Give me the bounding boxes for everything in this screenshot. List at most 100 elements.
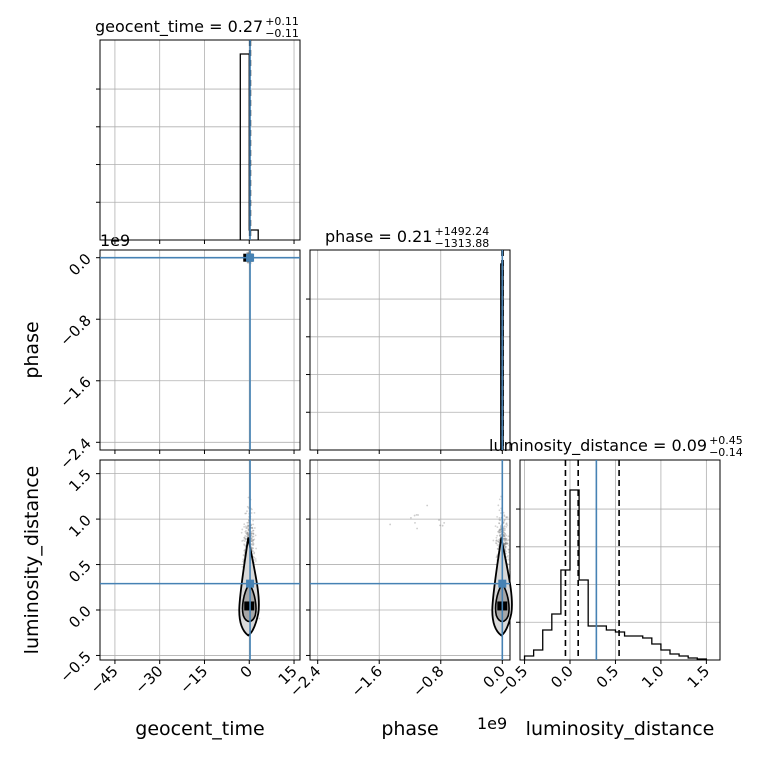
phase-vs-luminosity-distance-sample-point <box>495 542 498 545</box>
phase-vs-luminosity-distance-sample-point <box>507 551 510 554</box>
phase-vs-luminosity-distance-sample-point <box>496 515 499 518</box>
geocent-time-vs-luminosity-distance-sample-point <box>242 554 245 556</box>
phase-vs-luminosity-distance-sample-point <box>505 534 508 537</box>
phase-vs-luminosity-distance-sample-point <box>503 544 506 547</box>
phase-vs-luminosity-distance-sample-point <box>504 535 506 538</box>
geocent-time-vs-luminosity-distance-sample-point <box>244 538 247 540</box>
phase-vs-luminosity-distance-sample-point <box>495 556 498 559</box>
phase-vs-luminosity-distance-sample-point <box>507 548 510 551</box>
phase-vs-luminosity-distance-sample-point <box>502 535 505 537</box>
phase-vs-luminosity-distance-sample-point <box>506 539 508 542</box>
luminosity-distance-hist-xtick-label-4: 1.5 <box>684 662 714 692</box>
geocent-time-vs-luminosity-distance-sample-point <box>250 530 253 533</box>
geocent-time-vs-luminosity-distance-sample-point <box>251 547 254 550</box>
plot-layer: −45 −30 −15 0 15−2.4 −1.6 −0.8 0.0−0.5 0.0 0.5 1.0… <box>56 39 721 701</box>
geocent-time-vs-luminosity-distance-sample-point <box>252 539 255 541</box>
phase-vs-luminosity-distance-sample-point <box>505 550 507 553</box>
geocent-time-vs-luminosity-distance-sample-point <box>250 540 253 543</box>
panel-phase-hist-frame <box>309 249 511 451</box>
phase-vs-luminosity-distance-sample-point <box>498 528 501 531</box>
phase-vs-luminosity-distance-sample-point <box>503 540 506 543</box>
phase-vs-luminosity-distance-sample-point <box>499 531 501 534</box>
geocent-time-vs-luminosity-distance-sample-point <box>246 510 248 513</box>
geocent-time-vs-luminosity-distance-ytick-label-3: 1.0 <box>65 511 95 541</box>
phase-vs-luminosity-distance-sample-point <box>503 531 506 534</box>
phase-vs-luminosity-distance-sample-point <box>502 537 505 540</box>
geocent-time-vs-luminosity-distance-sample-point <box>247 529 250 532</box>
title-luminosity-distance-sup: +0.45 <box>709 434 743 447</box>
geocent-time-vs-luminosity-distance-sample-point <box>252 547 255 550</box>
phase-vs-luminosity-distance-sample-point <box>492 539 495 542</box>
phase-vs-luminosity-distance-sample-point <box>506 542 509 545</box>
geocent-time-vs-luminosity-distance-sample-point <box>246 531 249 534</box>
title-geocent-time: geocent_time = 0.27 <box>95 17 263 37</box>
geocent-time-vs-luminosity-distance-ytick-label-0: −0.5 <box>56 648 94 686</box>
phase-vs-luminosity-distance-sample-point <box>505 542 508 545</box>
phase-vs-luminosity-distance-sample-point <box>506 543 508 545</box>
phase-vs-luminosity-distance-sample-point <box>508 558 510 561</box>
geocent-time-vs-luminosity-distance-sample-point <box>243 536 246 539</box>
geocent-time-vs-luminosity-distance-sample-point <box>251 532 253 535</box>
geocent-time-vs-luminosity-distance-sample-point <box>247 533 250 536</box>
geocent-time-vs-luminosity-distance-sample-point <box>250 540 253 543</box>
title-phase: phase = 0.21 <box>325 227 432 246</box>
geocent-time-vs-phase-ytick-label-3: 0.0 <box>65 250 95 280</box>
phase-vs-luminosity-distance-sample-point <box>498 534 501 537</box>
phase-vs-luminosity-distance-sample-point <box>417 514 419 516</box>
phase-vs-luminosity-distance-sample-point <box>410 516 412 519</box>
phase-vs-luminosity-distance-sample-point <box>508 557 511 559</box>
geocent-time-vs-luminosity-distance-sample-point <box>242 558 245 561</box>
title-luminosity-distance: luminosity_distance = 0.09 <box>489 436 707 456</box>
panel-phase-vs-luminosity-distance-frame <box>309 459 511 661</box>
geocent-time-vs-phase-truth-marker <box>246 253 255 262</box>
phase-vs-luminosity-distance-sample-point <box>507 548 510 551</box>
geocent-time-vs-luminosity-distance-sample-point <box>242 560 244 563</box>
geocent-time-vs-luminosity-distance-sample-point <box>253 552 255 555</box>
phase-vs-luminosity-distance-sample-point <box>499 525 502 527</box>
phase-vs-luminosity-distance-sample-point <box>503 514 506 517</box>
geocent-time-vs-phase-sample-point <box>246 261 249 264</box>
geocent-time-vs-luminosity-distance-sample-point <box>251 540 254 543</box>
phase-vs-luminosity-distance-sample-point <box>498 498 501 501</box>
phase-vs-luminosity-distance-sample-point <box>503 535 506 537</box>
geocent-time-vs-luminosity-distance-sample-point <box>250 534 253 536</box>
geocent-time-vs-luminosity-distance-sample-point <box>252 532 255 535</box>
geocent-time-vs-luminosity-distance-sample-point <box>246 525 249 528</box>
geocent-time-vs-luminosity-distance-sample-point <box>247 528 250 531</box>
phase-vs-luminosity-distance-sample-point <box>495 539 498 542</box>
phase-vs-luminosity-distance-sample-point <box>495 536 498 539</box>
phase-vs-luminosity-distance-sample-point <box>504 542 507 545</box>
geocent-time-vs-luminosity-distance-sample-point <box>245 527 248 529</box>
phase-vs-luminosity-distance-sample-point <box>504 545 507 548</box>
geocent-time-vs-luminosity-distance-sample-point <box>255 547 257 550</box>
geocent-time-vs-luminosity-distance-sample-point <box>254 558 257 560</box>
phase-vs-luminosity-distance-sample-point <box>507 554 509 557</box>
geocent-time-vs-phase-sample-point <box>246 261 249 264</box>
geocent-time-vs-phase-ytick-label-1: −1.6 <box>56 373 94 411</box>
geocent-time-vs-luminosity-distance-sample-point <box>252 550 254 553</box>
phase-vs-luminosity-distance-sample-point <box>503 518 506 521</box>
geocent-time-vs-luminosity-distance-sample-point <box>253 551 256 554</box>
phase-vs-luminosity-distance-sample-point <box>503 544 506 547</box>
geocent-time-vs-luminosity-distance-sample-point <box>246 505 249 508</box>
geocent-time-vs-luminosity-distance-sample-point <box>241 528 244 531</box>
luminosity-distance-hist-xtick-label-3: 1.0 <box>638 662 668 692</box>
phase-vs-luminosity-distance-sample-point <box>499 528 502 531</box>
geocent-time-vs-luminosity-distance-sample-point <box>251 542 254 545</box>
panel-luminosity-distance-hist-frame <box>519 459 721 661</box>
phase-vs-luminosity-distance-xtick-label-2: −0.8 <box>409 662 447 700</box>
geocent-time-vs-luminosity-distance-sample-point <box>247 527 249 530</box>
geocent-time-vs-luminosity-distance-sample-point <box>242 539 245 542</box>
phase-vs-luminosity-distance-sample-point <box>503 544 506 547</box>
phase-vs-luminosity-distance-sample-point <box>497 541 500 543</box>
phase-vs-luminosity-distance-sample-point <box>504 549 507 552</box>
panel-geocent-time-vs-phase-frame <box>99 249 301 451</box>
phase-vs-luminosity-distance-sample-point <box>504 532 506 535</box>
phase-vs-luminosity-distance-sample-point <box>499 534 501 537</box>
phase-vs-luminosity-distance-sample-point <box>499 533 502 536</box>
geocent-time-vs-luminosity-distance-sample-point <box>251 526 254 529</box>
geocent-time-vs-luminosity-distance-sample-point <box>253 511 256 514</box>
phase-vs-luminosity-distance-sample-point <box>505 543 508 545</box>
geocent-time-vs-luminosity-distance-sample-point <box>243 540 246 543</box>
title-geocent-time-sub: −0.11 <box>265 27 299 40</box>
